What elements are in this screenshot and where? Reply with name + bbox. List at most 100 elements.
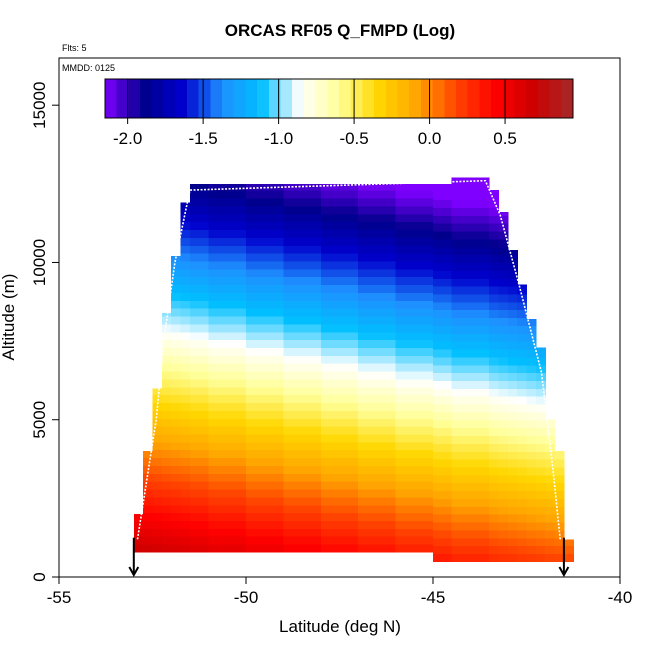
heatmap-cell <box>171 488 182 498</box>
heatmap-cell <box>161 402 172 411</box>
heatmap-cell <box>283 410 322 419</box>
heatmap-cell <box>208 355 247 364</box>
heatmap-cell <box>189 402 210 411</box>
heatmap-cell <box>526 545 537 555</box>
heatmap-cell <box>451 537 490 547</box>
heatmap-cell <box>451 388 490 397</box>
flights-annotation: Flts: 5 <box>62 43 87 53</box>
heatmap-cell <box>152 433 163 443</box>
heatmap-cell <box>283 496 322 506</box>
heatmap-cell <box>489 215 500 224</box>
heatmap-cell <box>171 441 182 451</box>
colorbar-swatch <box>420 79 434 118</box>
heatmap-cell <box>433 325 453 334</box>
plot-area <box>128 177 574 578</box>
heatmap-cell <box>517 396 528 405</box>
heatmap-cell <box>507 537 518 547</box>
heatmap-cell <box>283 481 322 490</box>
heatmap-cell <box>358 512 397 521</box>
heatmap-cell <box>489 545 500 555</box>
heatmap-cell <box>535 364 546 374</box>
heatmap-cell <box>320 229 359 238</box>
heatmap-cell <box>507 270 518 279</box>
heatmap-cell <box>358 378 397 388</box>
colorbar-swatch <box>327 79 340 118</box>
heatmap-cell <box>246 221 284 231</box>
heatmap-cell <box>320 481 359 490</box>
heatmap-cell <box>358 465 397 474</box>
heatmap-cell <box>189 496 210 506</box>
heatmap-cell <box>517 490 528 499</box>
heatmap-cell <box>208 190 247 199</box>
heatmap-cell <box>320 284 359 293</box>
heatmap-cell <box>246 496 284 506</box>
heatmap-cell <box>283 339 322 348</box>
heatmap-cell <box>208 481 247 490</box>
heatmap-cell <box>283 488 322 498</box>
heatmap-cell <box>246 433 284 443</box>
heatmap-cell <box>320 213 359 223</box>
heatmap-cell <box>171 465 182 474</box>
heatmap-cell <box>180 202 191 207</box>
heatmap-cell <box>143 528 154 537</box>
heatmap-cell <box>152 496 163 506</box>
heatmap-cell <box>498 246 509 256</box>
heatmap-cell <box>283 528 322 537</box>
heatmap-cell <box>535 537 546 547</box>
heatmap-cell <box>433 333 453 342</box>
heatmap-cell <box>498 364 509 374</box>
heatmap-cell <box>320 221 359 231</box>
heatmap-cell <box>545 521 556 531</box>
heatmap-cell <box>180 213 191 223</box>
heatmap-cell <box>526 380 537 389</box>
heatmap-cell <box>395 496 434 506</box>
heatmap-cell <box>171 457 182 466</box>
colorbar-swatch <box>210 79 223 118</box>
heatmap-cell <box>526 459 537 468</box>
colorbar-swatch <box>362 79 375 118</box>
heatmap-cell <box>358 536 397 545</box>
heatmap-cell <box>358 197 397 207</box>
heatmap-cell <box>180 433 191 443</box>
heatmap-cell <box>161 433 172 443</box>
heatmap-cell <box>180 543 191 553</box>
heatmap-cell <box>526 364 537 374</box>
heatmap-cell <box>180 268 191 278</box>
colorbar-swatch <box>151 79 165 118</box>
heatmap-cell <box>498 341 509 350</box>
flight-track <box>136 179 561 540</box>
heatmap-cell <box>395 276 434 286</box>
heatmap-cell <box>507 466 518 476</box>
heatmap-cell <box>498 506 509 515</box>
arrow-head <box>558 566 570 578</box>
heatmap-cell <box>489 490 500 499</box>
heatmap-cell <box>517 356 528 366</box>
heatmap-cell <box>358 331 397 341</box>
heatmap-cell <box>161 449 172 459</box>
heatmap-cell <box>152 481 163 490</box>
heatmap-cell <box>189 229 210 238</box>
heatmap-cell <box>358 308 397 317</box>
heatmap-cell <box>451 301 490 311</box>
colorbar-swatch <box>233 79 246 118</box>
heatmap-cell <box>189 197 210 207</box>
heatmap-cell <box>283 473 322 482</box>
heatmap-cell <box>554 545 565 555</box>
heatmap-cell <box>246 504 284 514</box>
heatmap-cell <box>535 459 546 468</box>
heatmap-cell <box>498 270 509 279</box>
heatmap-cell <box>189 260 210 270</box>
heatmap-cell <box>526 537 537 547</box>
heatmap-cell <box>208 183 247 191</box>
heatmap-cell <box>161 418 172 427</box>
heatmap-cell <box>545 498 556 507</box>
heatmap-cell <box>283 386 322 396</box>
heatmap-cell <box>517 506 528 515</box>
heatmap-cell <box>489 333 500 342</box>
heatmap-cell <box>161 528 172 537</box>
heatmap-cell <box>395 473 434 482</box>
heatmap-cell <box>489 293 500 303</box>
heatmap-cell <box>180 386 191 396</box>
heatmap-cell <box>498 356 509 366</box>
heatmap-cell <box>517 309 528 319</box>
